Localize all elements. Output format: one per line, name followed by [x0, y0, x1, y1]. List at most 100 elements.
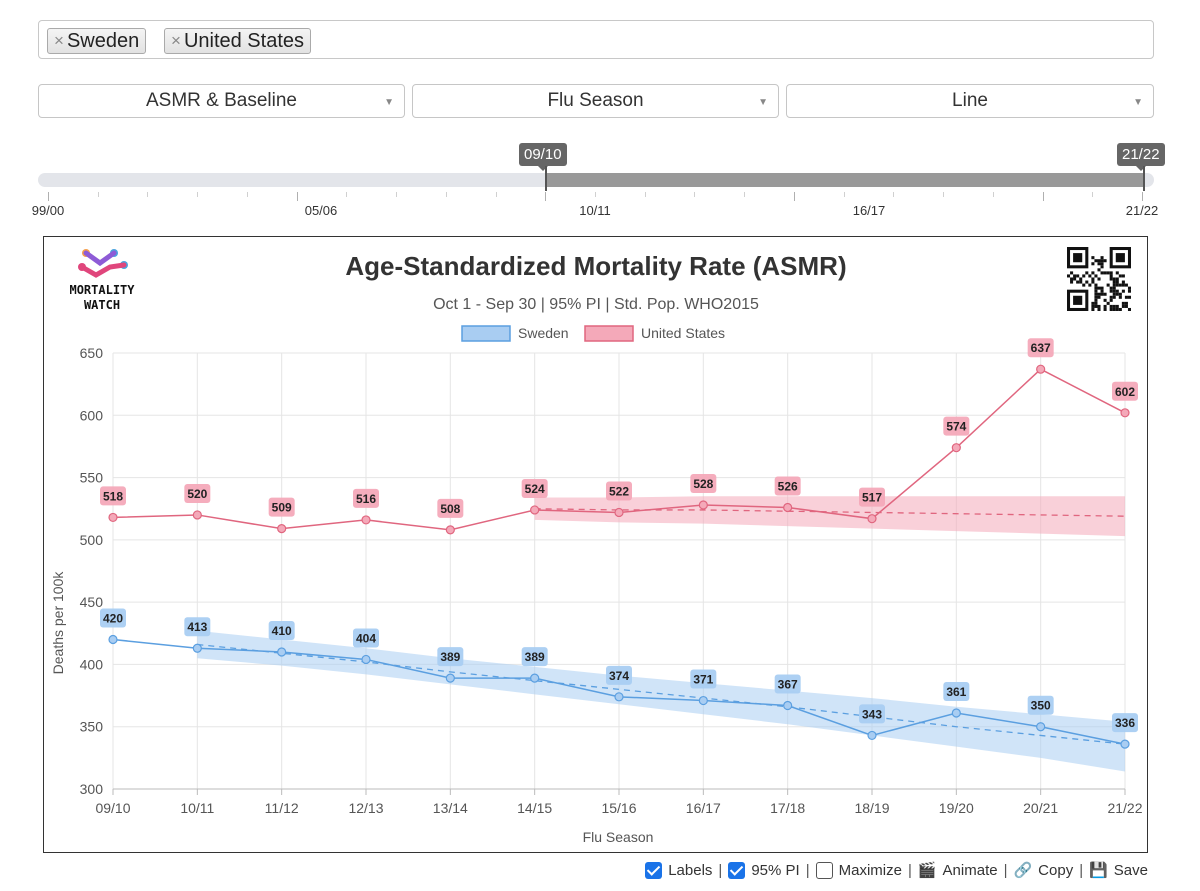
- data-label-united-states: 602: [1115, 385, 1135, 399]
- logo-text-line1: MORTALITY: [69, 283, 135, 297]
- x-tick-label: 12/13: [348, 800, 383, 816]
- data-point-united-states: [1120, 408, 1130, 418]
- labels-checkbox[interactable]: [645, 861, 663, 879]
- data-label-united-states: 508: [440, 502, 460, 516]
- slider-tick: [147, 192, 149, 197]
- data-label-united-states: 516: [356, 492, 376, 506]
- data-point-united-states: [867, 514, 877, 524]
- data-label-sweden: 361: [946, 685, 966, 699]
- data-point-united-states: [277, 524, 287, 534]
- data-label-sweden: 374: [609, 669, 629, 683]
- slider-tick: [495, 192, 497, 197]
- animate-button[interactable]: Animate: [942, 861, 998, 879]
- country-chip-label: United States: [183, 30, 305, 52]
- x-tick-label: 10/11: [180, 800, 214, 816]
- x-tick-label: 11/12: [265, 800, 299, 816]
- chart-subtitle: Oct 1 - Sep 30 | 95% PI | Std. Pop. WHO2…: [433, 296, 759, 313]
- data-label-bg-united-states: [268, 497, 295, 517]
- country-selector[interactable]: × Sweden × United States: [38, 20, 1154, 59]
- maximize-option-label[interactable]: Maximize: [838, 861, 902, 879]
- dropdown-caret-icon: ▼: [1133, 97, 1143, 108]
- x-axis-title: Flu Season: [583, 829, 654, 845]
- slider-tick: [595, 192, 596, 197]
- data-point-sweden: [783, 700, 793, 711]
- slider-axis-label: 16/17: [852, 203, 886, 218]
- slider-tick: [545, 192, 547, 201]
- data-label-bg-united-states: [774, 476, 801, 496]
- slider-tick: [1042, 192, 1044, 201]
- period-select[interactable]: Flu Season ▼: [412, 84, 779, 118]
- data-point-united-states: [530, 505, 540, 515]
- save-button[interactable]: Save: [1113, 861, 1148, 879]
- data-label-bg-sweden: [521, 647, 548, 667]
- data-label-bg-sweden: [437, 647, 464, 667]
- data-label-bg-sweden: [1112, 713, 1138, 733]
- chart-type-select[interactable]: Line ▼: [786, 84, 1154, 118]
- slider-start-label: 09/10: [519, 143, 567, 171]
- slider-start-handle[interactable]: [545, 166, 547, 191]
- data-label-sweden: 389: [525, 650, 545, 664]
- x-tick-label: 13/14: [433, 800, 468, 816]
- data-label-bg-united-states: [1027, 338, 1054, 358]
- metric-select[interactable]: ASMR & Baseline ▼: [38, 84, 405, 118]
- data-point-sweden: [951, 708, 961, 718]
- data-point-united-states: [783, 502, 793, 513]
- slider-tick: [744, 192, 746, 197]
- data-label-bg-united-states: [690, 473, 717, 493]
- data-label-bg-sweden: [184, 617, 211, 637]
- remove-icon[interactable]: ×: [171, 31, 181, 50]
- slider-selected-range: [546, 173, 1144, 187]
- floppy-disk-icon[interactable]: 💾: [1089, 862, 1108, 879]
- data-label-united-states: 526: [778, 479, 798, 493]
- data-point-sweden: [277, 647, 287, 657]
- data-label-sweden: 350: [1031, 699, 1051, 713]
- labels-option-label[interactable]: Labels: [668, 861, 713, 879]
- data-label-bg-united-states: [606, 481, 632, 501]
- y-tick-label: 350: [80, 719, 104, 735]
- data-point-united-states: [614, 507, 624, 518]
- chart-legend: Sweden United States: [461, 325, 725, 342]
- y-tick-label: 550: [80, 470, 104, 486]
- data-label-united-states: 528: [693, 477, 713, 491]
- data-label-bg-sweden: [1027, 695, 1054, 715]
- y-tick-label: 500: [80, 532, 104, 548]
- remove-icon[interactable]: ×: [54, 31, 64, 50]
- season-range-slider[interactable]: 09/10 21/22 99/00 05/06 10/11 16/17 21/2…: [0, 140, 1200, 220]
- chart-container: MORTALITY WATCH Age-Standardized Mortali…: [43, 236, 1148, 853]
- y-tick-label: 600: [80, 407, 104, 423]
- slider-tick: [346, 192, 348, 197]
- y-tick-label: 450: [80, 594, 104, 610]
- y-axis-title: Deaths per 100k: [50, 571, 66, 675]
- pi-band-sweden: [197, 630, 1126, 772]
- x-tick-label: 14/15: [517, 800, 552, 816]
- data-label-united-states: 637: [1031, 341, 1051, 355]
- maximize-checkbox[interactable]: [815, 861, 833, 879]
- data-label-sweden: 371: [693, 673, 713, 687]
- slider-axis-label: 05/06: [304, 203, 338, 218]
- link-icon[interactable]: 🔗: [1013, 862, 1033, 879]
- country-chip-united-states[interactable]: × United States: [164, 28, 312, 54]
- slider-tick: [644, 192, 646, 197]
- slider-tick: [246, 192, 248, 197]
- pi-option-label[interactable]: 95% PI: [751, 861, 800, 879]
- dropdown-caret-icon: ▼: [384, 97, 394, 108]
- data-point-united-states: [951, 443, 961, 453]
- data-label-bg-sweden: [268, 620, 295, 640]
- data-label-bg-united-states: [437, 498, 464, 518]
- country-chip-sweden[interactable]: × Sweden: [47, 28, 147, 54]
- data-point-united-states: [445, 525, 455, 535]
- pi-checkbox[interactable]: [728, 861, 746, 879]
- data-label-bg-sweden: [774, 674, 801, 694]
- x-tick-label: 09/10: [95, 800, 130, 816]
- separator: |: [1079, 861, 1084, 879]
- separator: |: [1003, 861, 1008, 879]
- copy-button[interactable]: Copy: [1038, 861, 1074, 879]
- x-tick-label: 20/21: [1023, 800, 1058, 816]
- data-label-bg-sweden: [859, 704, 885, 724]
- metric-select-value: ASMR & Baseline: [145, 90, 297, 111]
- data-label-bg-sweden: [690, 669, 717, 689]
- data-label-bg-united-states: [184, 483, 211, 503]
- slider-end-handle[interactable]: [1143, 166, 1145, 191]
- data-label-bg-united-states: [943, 416, 970, 436]
- clapperboard-icon[interactable]: 🎬: [917, 862, 937, 879]
